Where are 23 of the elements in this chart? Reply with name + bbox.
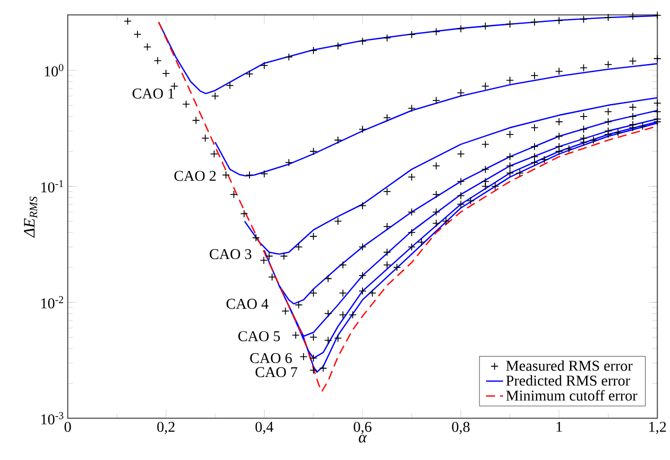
legend-label: Measured RMS error bbox=[506, 360, 633, 371]
y-tick-label: 10$^{0}$ bbox=[44, 64, 64, 76]
x-axis-title: α bbox=[358, 434, 367, 443]
x-tick-label: 0,8 bbox=[452, 422, 470, 434]
annotation: CAO 7 bbox=[256, 367, 298, 378]
legend-label: Minimum cutoff error bbox=[506, 390, 638, 401]
x-tick-label: 1,2 bbox=[649, 422, 666, 434]
legend-label: Predicted RMS error bbox=[506, 375, 630, 386]
x-tick-label: 1 bbox=[556, 422, 562, 432]
y-tick-label: 10$^{-3}$ bbox=[41, 412, 64, 424]
x-tick-label: 0,4 bbox=[255, 422, 274, 434]
y-tick-label: 10$^{-1}$ bbox=[41, 180, 64, 192]
annotation: CAO 1 bbox=[132, 88, 174, 99]
annotation: CAO 6 bbox=[250, 353, 292, 364]
y-tick-label: 10$^{-2}$ bbox=[41, 296, 64, 308]
x-tick-label: 0,2 bbox=[157, 422, 175, 434]
x-tick-label: 0,6 bbox=[354, 422, 372, 434]
annotation: CAO 4 bbox=[226, 298, 268, 309]
annotation: CAO 5 bbox=[238, 331, 280, 342]
annotation: CAO 2 bbox=[174, 170, 216, 181]
x-tick-label: 0 bbox=[64, 422, 71, 432]
annotation: CAO 3 bbox=[210, 249, 252, 260]
y-axis-title: ΔE$_{RMS}$ bbox=[24, 196, 38, 238]
